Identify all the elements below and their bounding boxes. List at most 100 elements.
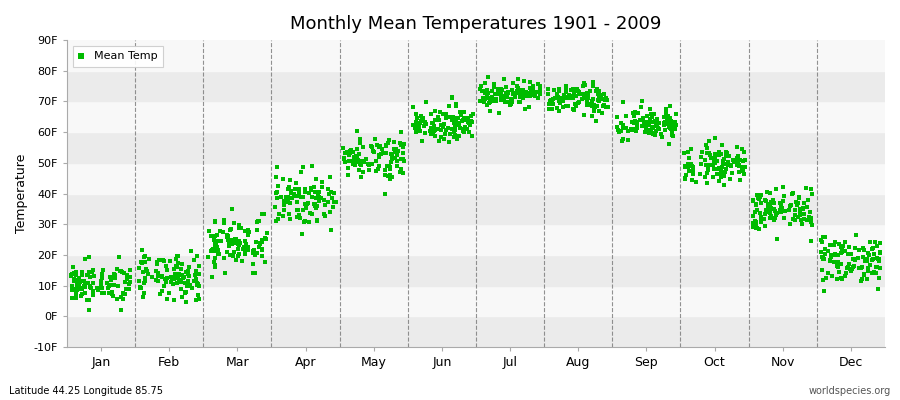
Mean Temp <box>712 149 726 155</box>
Mean Temp <box>341 172 356 179</box>
Mean Temp <box>683 162 698 168</box>
Mean Temp <box>212 227 227 234</box>
Mean Temp <box>450 136 464 142</box>
Mean Temp <box>113 268 128 274</box>
Mean Temp <box>749 200 763 207</box>
Mean Temp <box>568 101 582 107</box>
Mean Temp <box>230 241 245 247</box>
Mean Temp <box>207 218 221 224</box>
Mean Temp <box>703 152 717 158</box>
Mean Temp <box>640 112 654 119</box>
Mean Temp <box>110 296 124 302</box>
Mean Temp <box>180 283 194 289</box>
Mean Temp <box>70 276 85 283</box>
Mean Temp <box>171 275 185 281</box>
Mean Temp <box>774 208 788 215</box>
Mean Temp <box>215 228 230 235</box>
Mean Temp <box>598 101 612 108</box>
Mean Temp <box>664 128 679 134</box>
Mean Temp <box>636 115 651 121</box>
Mean Temp <box>325 195 339 202</box>
Mean Temp <box>201 254 215 260</box>
Mean Temp <box>644 130 659 136</box>
Mean Temp <box>483 97 498 104</box>
Mean Temp <box>167 270 182 277</box>
Mean Temp <box>865 270 879 276</box>
Mean Temp <box>680 161 695 167</box>
Mean Temp <box>382 137 396 144</box>
Mean Temp <box>222 252 237 258</box>
Mean Temp <box>572 88 586 95</box>
Mean Temp <box>522 92 536 99</box>
Mean Temp <box>580 95 595 101</box>
Mean Temp <box>309 176 323 183</box>
Mean Temp <box>706 157 721 164</box>
Mean Temp <box>706 160 721 166</box>
Mean Temp <box>694 154 708 160</box>
Mean Temp <box>372 144 386 150</box>
Mean Temp <box>270 163 284 170</box>
Mean Temp <box>246 261 260 268</box>
Mean Temp <box>182 272 196 279</box>
Mean Temp <box>149 261 164 267</box>
Mean Temp <box>585 98 599 104</box>
Mean Temp <box>685 163 699 169</box>
Mean Temp <box>207 236 221 243</box>
Mean Temp <box>722 153 736 159</box>
Mean Temp <box>767 199 781 206</box>
Mean Temp <box>634 104 648 110</box>
Mean Temp <box>616 136 630 142</box>
Mean Temp <box>500 94 514 100</box>
Mean Temp <box>169 262 184 269</box>
Mean Temp <box>178 290 193 296</box>
Mean Temp <box>318 212 332 219</box>
Mean Temp <box>569 93 583 100</box>
Mean Temp <box>204 274 219 280</box>
Mean Temp <box>257 235 272 241</box>
Mean Temp <box>643 116 657 122</box>
Mean Temp <box>179 298 194 305</box>
Mean Temp <box>624 126 638 132</box>
Mean Temp <box>384 174 399 181</box>
Mean Temp <box>179 289 194 295</box>
Mean Temp <box>483 108 498 114</box>
Mean Temp <box>231 238 246 244</box>
Mean Temp <box>769 186 783 192</box>
Mean Temp <box>714 151 728 158</box>
Mean Temp <box>524 85 538 92</box>
Mean Temp <box>174 279 188 285</box>
Mean Temp <box>821 248 835 254</box>
Mean Temp <box>637 121 652 127</box>
Mean Temp <box>282 211 296 217</box>
Mean Temp <box>356 144 370 150</box>
Mean Temp <box>533 83 547 90</box>
Mean Temp <box>559 89 573 95</box>
Mean Temp <box>132 278 147 284</box>
Mean Temp <box>141 271 156 278</box>
Mean Temp <box>133 285 148 291</box>
Mean Temp <box>721 161 735 168</box>
Mean Temp <box>664 118 679 124</box>
Mean Temp <box>383 175 398 182</box>
Mean Temp <box>518 90 533 96</box>
Mean Temp <box>866 256 880 262</box>
Mean Temp <box>153 290 167 297</box>
Mean Temp <box>445 117 459 124</box>
Mean Temp <box>791 214 806 220</box>
Mean Temp <box>759 198 773 204</box>
Mean Temp <box>83 273 97 280</box>
Mean Temp <box>555 96 570 102</box>
Mean Temp <box>873 250 887 256</box>
Mean Temp <box>482 90 496 96</box>
Mean Temp <box>289 180 303 186</box>
Mean Temp <box>428 117 443 124</box>
Bar <box>67 224 885 255</box>
Mean Temp <box>343 148 357 154</box>
Mean Temp <box>381 140 395 146</box>
Mean Temp <box>311 193 326 200</box>
Mean Temp <box>661 112 675 119</box>
Mean Temp <box>78 256 93 262</box>
Mean Temp <box>752 210 767 216</box>
Mean Temp <box>294 231 309 237</box>
Mean Temp <box>69 295 84 302</box>
